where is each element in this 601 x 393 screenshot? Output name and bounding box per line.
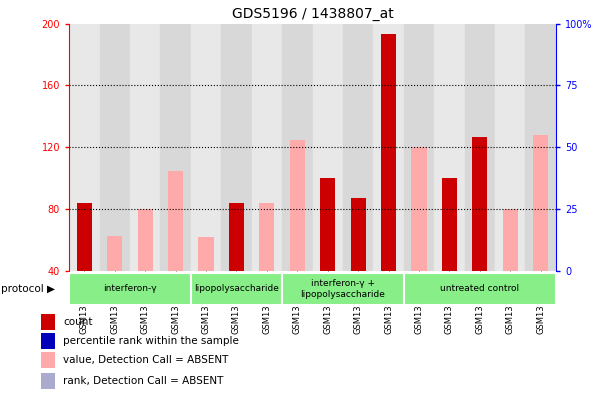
Bar bbox=[282, 24, 313, 271]
Bar bbox=[41, 314, 55, 330]
Bar bbox=[41, 333, 55, 349]
Bar bbox=[525, 24, 556, 271]
Text: rank, Detection Call = ABSENT: rank, Detection Call = ABSENT bbox=[63, 376, 224, 386]
Bar bbox=[350, 198, 366, 271]
Bar bbox=[434, 24, 465, 271]
Bar bbox=[138, 209, 153, 271]
Text: untreated control: untreated control bbox=[441, 285, 519, 293]
Text: lipopolysaccharide: lipopolysaccharide bbox=[194, 285, 279, 293]
Bar bbox=[412, 147, 427, 271]
Bar bbox=[313, 24, 343, 271]
Bar bbox=[77, 203, 92, 271]
Bar bbox=[130, 24, 160, 271]
Text: interferon-γ +
lipopolysaccharide: interferon-γ + lipopolysaccharide bbox=[300, 279, 385, 299]
Bar bbox=[282, 273, 404, 305]
Bar bbox=[252, 24, 282, 271]
Bar bbox=[381, 35, 396, 271]
Bar bbox=[404, 24, 435, 271]
Bar bbox=[259, 203, 275, 271]
Bar bbox=[502, 209, 518, 271]
Bar bbox=[320, 178, 335, 271]
Bar bbox=[41, 373, 55, 389]
Bar bbox=[191, 24, 221, 271]
Bar bbox=[373, 24, 404, 271]
Bar bbox=[343, 24, 373, 271]
Bar bbox=[290, 140, 305, 271]
Text: value, Detection Call = ABSENT: value, Detection Call = ABSENT bbox=[63, 355, 228, 365]
Text: count: count bbox=[63, 317, 93, 327]
Bar bbox=[229, 203, 244, 271]
Bar bbox=[107, 235, 123, 271]
Text: protocol ▶: protocol ▶ bbox=[1, 284, 55, 294]
Bar bbox=[221, 24, 252, 271]
Bar bbox=[472, 136, 487, 271]
Bar bbox=[41, 353, 55, 368]
Bar bbox=[100, 24, 130, 271]
Title: GDS5196 / 1438807_at: GDS5196 / 1438807_at bbox=[231, 7, 394, 21]
Bar bbox=[465, 24, 495, 271]
Bar bbox=[168, 171, 183, 271]
Bar bbox=[198, 237, 213, 271]
Bar bbox=[69, 24, 100, 271]
Bar bbox=[191, 273, 282, 305]
Bar bbox=[533, 135, 548, 271]
Bar bbox=[69, 273, 191, 305]
Bar bbox=[495, 24, 525, 271]
Bar bbox=[160, 24, 191, 271]
Text: interferon-γ: interferon-γ bbox=[103, 285, 157, 293]
Bar bbox=[404, 273, 556, 305]
Bar bbox=[442, 178, 457, 271]
Text: percentile rank within the sample: percentile rank within the sample bbox=[63, 336, 239, 346]
